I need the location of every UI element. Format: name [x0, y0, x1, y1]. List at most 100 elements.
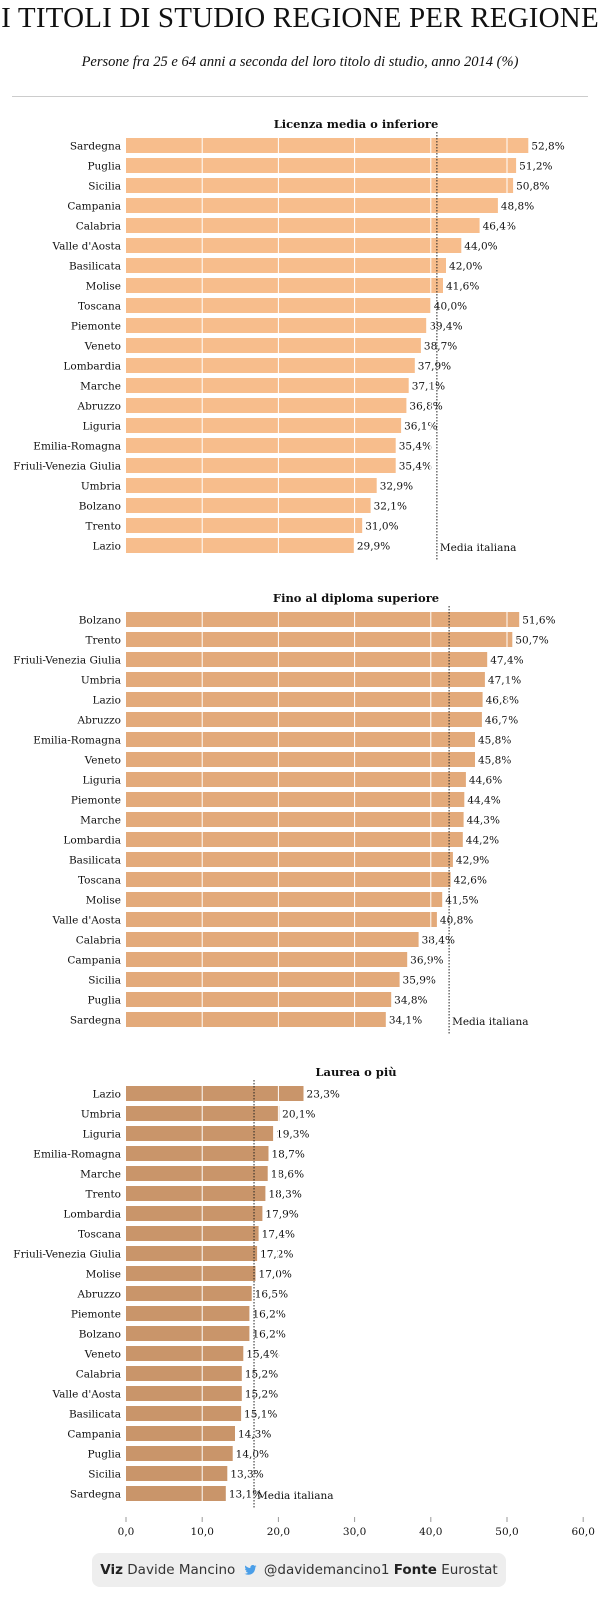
average-label: Media italiana [440, 542, 516, 554]
value-label: 47,1% [488, 675, 521, 687]
value-label: 20,1% [282, 1109, 315, 1121]
category-label: Umbria [81, 1109, 121, 1121]
bar [126, 438, 396, 453]
bar [126, 852, 453, 867]
bar [126, 258, 446, 273]
bar [126, 158, 517, 173]
source-label: Fonte [393, 1562, 437, 1578]
value-label: 17,9% [265, 1209, 298, 1221]
bar [126, 398, 407, 413]
bar [126, 772, 466, 787]
value-label: 15,2% [245, 1389, 278, 1401]
value-label: 16,5% [255, 1289, 288, 1301]
value-label: 19,3% [276, 1129, 309, 1141]
value-label: 50,8% [516, 181, 549, 193]
value-label: 39,4% [429, 321, 462, 333]
value-label: 38,4% [422, 935, 455, 947]
value-label: 14,0% [236, 1449, 269, 1461]
value-label: 17,2% [260, 1249, 293, 1261]
value-label: 42,9% [456, 855, 489, 867]
bar [126, 872, 451, 887]
category-label: Molise [86, 1269, 121, 1281]
bar [126, 972, 400, 987]
bar [126, 1166, 268, 1181]
category-label: Abruzzo [77, 1289, 121, 1301]
value-label: 37,9% [418, 361, 451, 373]
bar [126, 1346, 244, 1361]
bar [126, 1386, 242, 1401]
category-label: Veneto [84, 341, 121, 353]
bar [126, 378, 409, 393]
value-label: 15,4% [246, 1349, 279, 1361]
bar [126, 1426, 235, 1441]
x-tick-label: 0,0 [118, 1526, 135, 1538]
value-label: 35,9% [403, 975, 436, 987]
value-label: 14,3% [238, 1429, 271, 1441]
category-label: Sardegna [70, 141, 121, 153]
category-label: Toscana [78, 301, 121, 313]
bar [126, 138, 529, 153]
bar [126, 992, 392, 1007]
bar [126, 1146, 269, 1161]
value-label: 42,6% [454, 875, 487, 887]
value-label: 48,8% [501, 201, 534, 213]
value-label: 44,0% [464, 241, 497, 253]
header-divider [12, 96, 588, 97]
bar [126, 418, 402, 433]
category-label: Abruzzo [77, 715, 121, 727]
category-label: Trento [85, 521, 121, 533]
category-label: Lombardia [63, 835, 121, 847]
value-label: 46,8% [486, 695, 519, 707]
category-label: Sardegna [70, 1015, 121, 1027]
category-label: Abruzzo [77, 401, 121, 413]
bar [126, 932, 419, 947]
category-label: Lombardia [63, 361, 121, 373]
value-label: 15,1% [244, 1409, 277, 1421]
bar [126, 278, 443, 293]
category-label: Calabria [76, 1369, 121, 1381]
bar [126, 318, 427, 333]
category-label: Toscana [78, 1229, 121, 1241]
value-label: 46,4% [483, 221, 516, 233]
category-label: Valle d'Aosta [51, 241, 121, 253]
category-label: Liguria [83, 775, 121, 787]
bar [126, 812, 464, 827]
value-label: 42,0% [449, 261, 482, 273]
category-label: Friuli-Venezia Giulia [13, 655, 121, 667]
author-name: Davide Mancino [127, 1562, 236, 1578]
value-label: 45,8% [478, 755, 511, 767]
bar [126, 732, 475, 747]
bar [126, 178, 514, 193]
value-label: 18,3% [268, 1189, 301, 1201]
x-tick-label: 10,0 [191, 1526, 214, 1538]
bar [126, 1326, 250, 1341]
panel-title: Fino al diploma superiore [273, 591, 439, 605]
bar [126, 1446, 233, 1461]
category-label: Piemonte [71, 321, 121, 333]
bar [126, 792, 465, 807]
value-label: 17,0% [259, 1269, 292, 1281]
value-label: 36,8% [409, 401, 442, 413]
category-label: Sardegna [70, 1489, 121, 1501]
category-label: Trento [85, 635, 121, 647]
value-label: 13,3% [230, 1469, 263, 1481]
category-label: Molise [86, 281, 121, 293]
category-label: Basilicata [69, 1409, 121, 1421]
bar [126, 752, 475, 767]
value-label: 16,2% [252, 1309, 285, 1321]
bar [126, 652, 488, 667]
value-label: 34,1% [389, 1015, 422, 1027]
page-title: I TITOLI DI STUDIO REGIONE PER REGIONE [1, 2, 599, 34]
category-label: Valle d'Aosta [51, 915, 121, 927]
x-tick-label: 30,0 [343, 1526, 366, 1538]
category-label: Valle d'Aosta [51, 1389, 121, 1401]
category-label: Puglia [87, 995, 121, 1007]
category-label: Bolzano [79, 501, 121, 513]
bar [126, 1012, 386, 1027]
value-label: 36,9% [410, 955, 443, 967]
value-label: 40,8% [440, 915, 473, 927]
bar [126, 892, 443, 907]
value-label: 29,9% [357, 541, 390, 553]
bar [126, 1226, 259, 1241]
category-label: Friuli-Venezia Giulia [13, 1249, 121, 1261]
